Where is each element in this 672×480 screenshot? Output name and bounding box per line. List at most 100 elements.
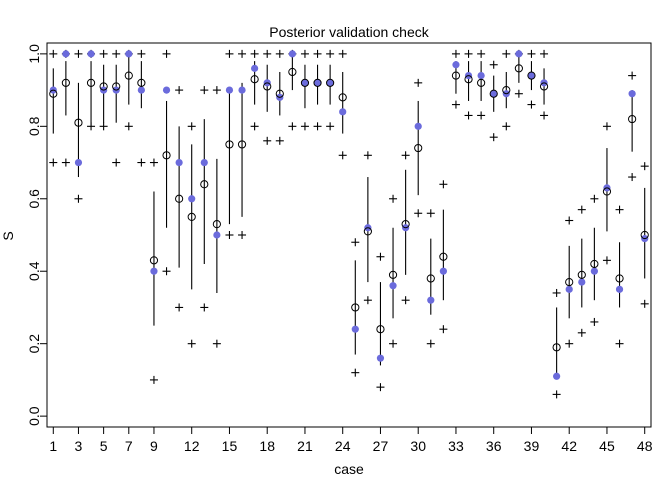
observed-point	[565, 285, 573, 293]
predicted-point	[212, 220, 221, 229]
pred-upper-marker	[112, 49, 121, 58]
pred-lower-marker	[514, 89, 523, 98]
pred-upper-marker	[351, 238, 360, 247]
observed-point	[162, 86, 171, 94]
x-tick-label: 33	[448, 438, 464, 454]
x-tick-label: 21	[297, 438, 313, 454]
observed-point	[628, 90, 636, 98]
pred-upper-marker	[489, 60, 498, 69]
predicted-point	[477, 78, 486, 87]
observed-point	[62, 50, 70, 58]
pred-lower-marker	[376, 383, 385, 392]
pred-lower-marker	[489, 133, 498, 142]
predicted-point	[615, 274, 624, 283]
pred-upper-marker	[426, 209, 435, 218]
observed-point	[578, 278, 586, 286]
observed-point	[326, 79, 334, 87]
predicted-point	[162, 151, 171, 160]
observed-point	[74, 158, 83, 167]
pred-upper-marker	[250, 49, 259, 58]
predicted-point	[628, 114, 637, 124]
pred-upper-marker	[175, 86, 184, 95]
pred-lower-marker	[351, 368, 360, 377]
predicted-point	[464, 75, 473, 84]
pred-upper-marker	[401, 151, 410, 160]
prediction-bounds	[49, 49, 649, 399]
observed-point	[87, 50, 95, 58]
predicted-point	[514, 64, 523, 73]
predicted-point	[237, 140, 247, 149]
y-tick-label: 0.0	[26, 406, 42, 426]
pred-upper-marker	[263, 49, 272, 58]
y-tick-label: 0.6	[26, 189, 42, 209]
pred-upper-marker	[225, 49, 234, 58]
pred-lower-marker	[389, 339, 398, 348]
predicted-point	[338, 93, 347, 102]
pred-upper-marker	[300, 49, 309, 58]
predicted-point	[61, 78, 70, 87]
observed-point	[339, 108, 347, 116]
predicted-point	[225, 140, 234, 149]
pred-lower-marker	[187, 339, 196, 348]
x-axis: 1 3 5 7 9 12 15 18 21 24 27 30 33 36 39 42 45 48	[49, 426, 653, 454]
x-tick-label: 36	[486, 438, 502, 454]
pred-upper-marker	[74, 49, 83, 58]
observed-point	[188, 195, 196, 203]
predicted-point	[527, 71, 536, 80]
predicted-point	[187, 212, 196, 221]
observed-point	[288, 50, 296, 58]
predicted-point	[112, 82, 121, 91]
pred-upper-marker	[313, 49, 322, 58]
x-tick-label: 30	[410, 438, 426, 454]
predicted-point	[590, 259, 599, 269]
pred-lower-marker	[149, 375, 158, 384]
x-tick-label: 15	[222, 438, 238, 454]
x-tick-label: 48	[637, 438, 653, 454]
observed-point	[590, 267, 598, 275]
predicted-point	[275, 89, 284, 98]
observed-point	[251, 64, 259, 72]
x-tick-label: 39	[524, 438, 540, 454]
observed-point	[301, 79, 309, 87]
observed-point	[213, 231, 221, 239]
predicted-point	[414, 143, 423, 153]
x-tick-label: 27	[373, 438, 389, 454]
pred-upper-marker	[640, 162, 649, 171]
pred-lower-marker	[124, 122, 133, 131]
pred-upper-marker	[502, 49, 511, 58]
pred-upper-marker	[200, 86, 209, 95]
predicted-point	[539, 82, 549, 91]
pred-lower-marker	[238, 231, 247, 239]
pred-upper-marker	[477, 49, 486, 58]
observed-point	[125, 50, 133, 58]
predicted-point	[602, 187, 612, 196]
pred-upper-marker	[376, 252, 385, 261]
predicted-point	[86, 78, 96, 87]
predicted-point	[175, 194, 184, 203]
pred-upper-marker	[137, 49, 146, 58]
pred-lower-marker	[250, 122, 259, 131]
x-tick-label: 42	[561, 438, 577, 454]
pred-upper-marker	[527, 49, 536, 58]
predicted-point	[565, 277, 574, 287]
chart-title: Posterior validation check	[269, 24, 430, 40]
predicted-point	[401, 220, 410, 229]
pred-lower-marker	[162, 267, 171, 276]
pred-lower-marker	[439, 325, 448, 334]
pred-lower-marker	[363, 296, 372, 305]
pred-lower-marker	[200, 303, 209, 312]
pred-upper-marker	[552, 288, 561, 297]
credible-intervals	[52, 53, 646, 377]
pred-lower-marker	[263, 136, 272, 145]
predicted-point	[489, 89, 498, 98]
observed-point	[238, 86, 246, 94]
predicted-point	[577, 270, 586, 279]
pred-lower-marker	[87, 122, 96, 131]
pred-upper-marker	[577, 205, 586, 214]
observed-point	[225, 86, 234, 94]
pred-lower-marker	[615, 339, 624, 348]
pred-upper-marker	[212, 86, 221, 95]
predicted-point	[552, 343, 561, 352]
pred-lower-marker	[502, 122, 511, 131]
y-tick-label: 1.0	[26, 44, 42, 64]
